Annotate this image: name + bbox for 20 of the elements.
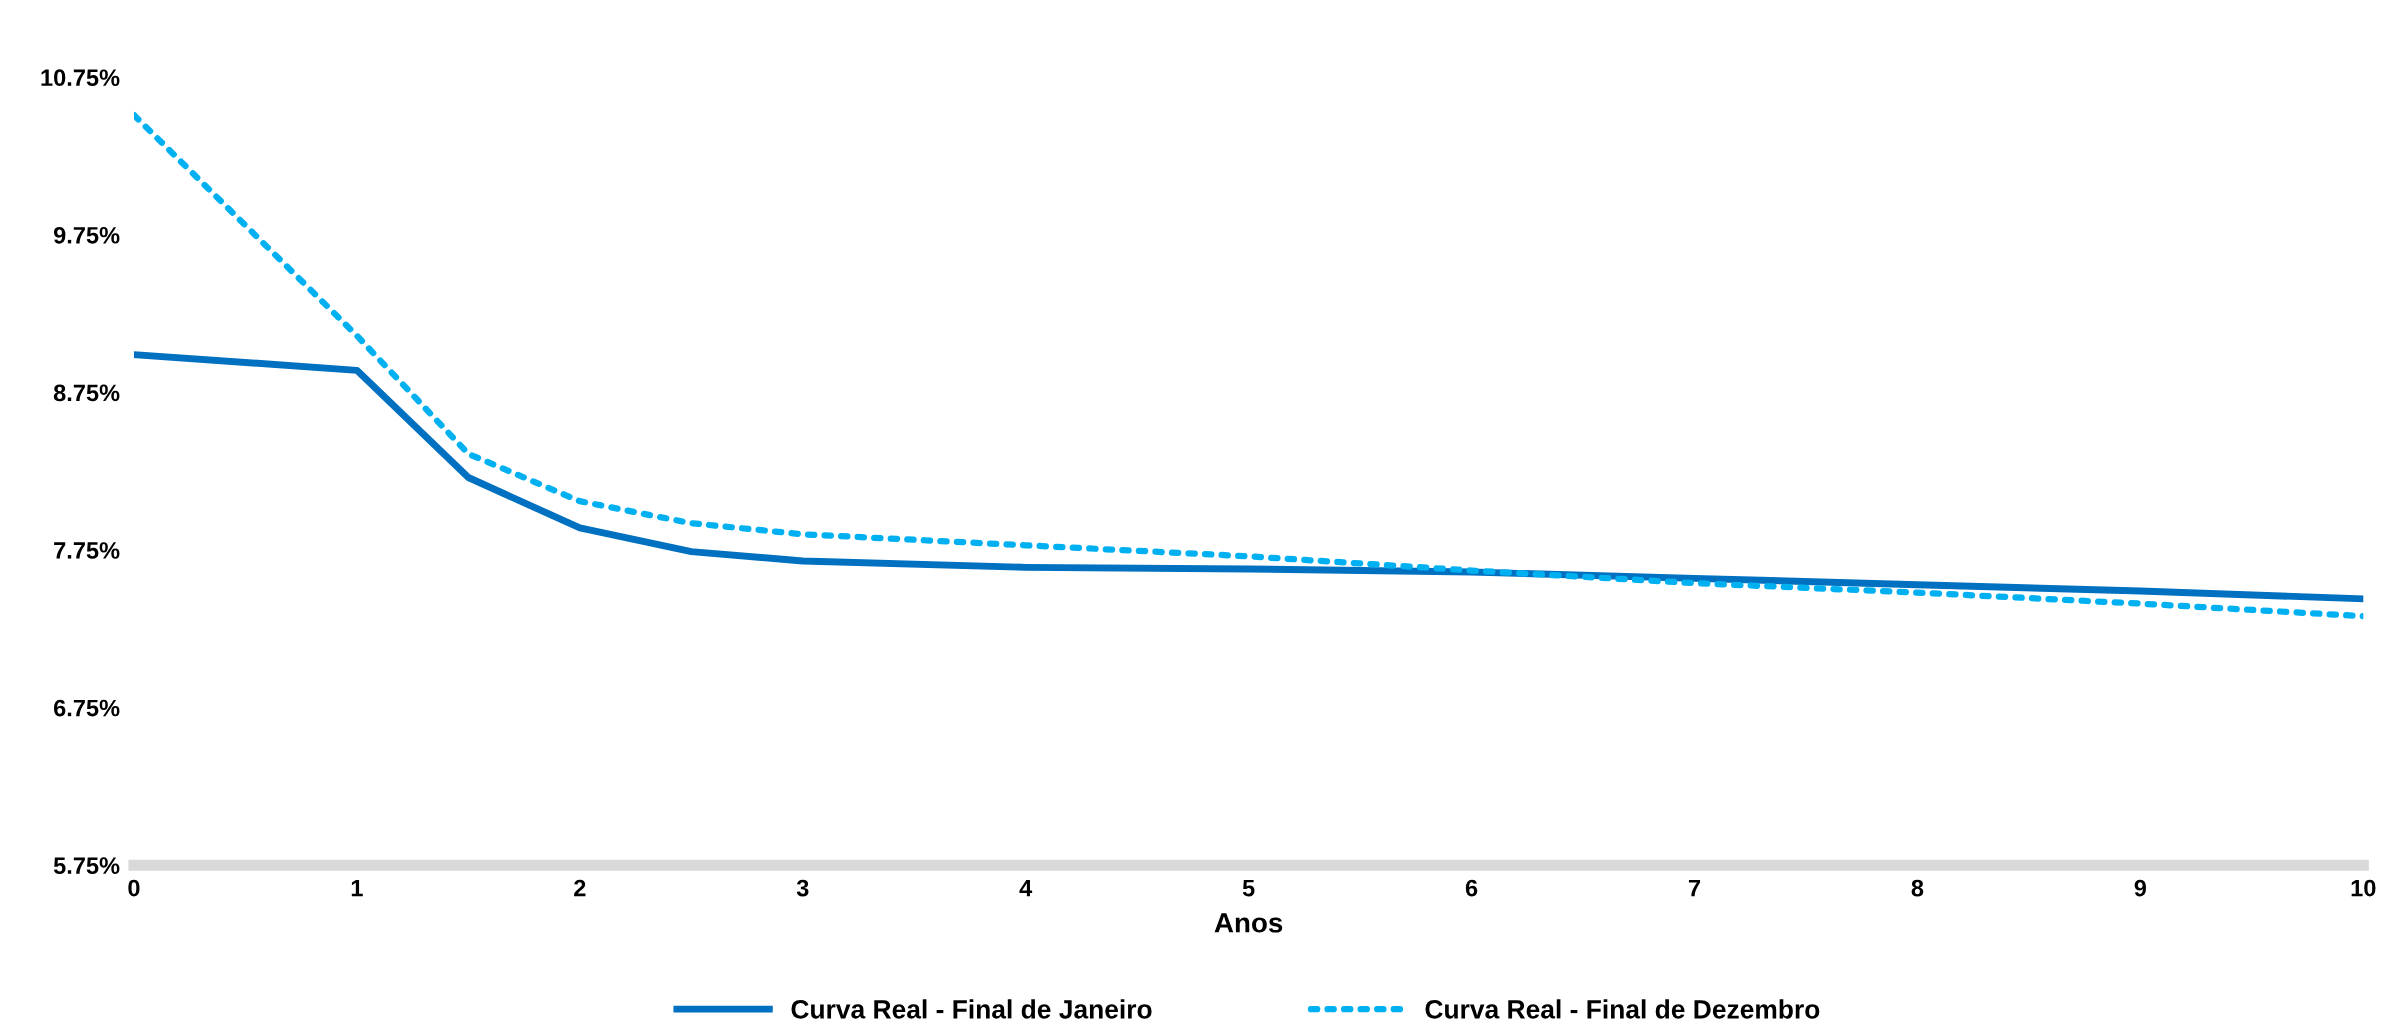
legend-label: Curva Real - Final de Dezembro	[1425, 999, 1820, 1019]
x-tick-label: 5	[1242, 879, 1255, 897]
y-tick-label: 10.75%	[41, 69, 120, 87]
x-tick-label: 10	[2351, 879, 2376, 897]
x-tick-label: 8	[1911, 879, 1924, 897]
x-tick-label: 2	[574, 879, 586, 897]
x-axis-title: Anos	[1214, 913, 1283, 933]
x-tick-label: 3	[796, 879, 809, 897]
y-tick-label: 5.75%	[53, 857, 120, 874]
x-tick-label: 4	[1019, 879, 1033, 897]
x-tick-label: 7	[1688, 879, 1701, 897]
y-tick-label: 8.75%	[53, 384, 120, 402]
y-tick-label: 7.75%	[54, 542, 120, 559]
x-tick-label: 9	[2134, 879, 2147, 897]
y-tick-label: 6.75%	[53, 699, 120, 717]
x-tick-label: 1	[351, 879, 363, 897]
x-tick-label: 6	[1465, 879, 1478, 897]
x-tick-label: 0	[128, 879, 140, 897]
legend-label: Curva Real - Final de Janeiro	[791, 999, 1152, 1019]
y-tick-label: 9.75%	[53, 226, 120, 244]
